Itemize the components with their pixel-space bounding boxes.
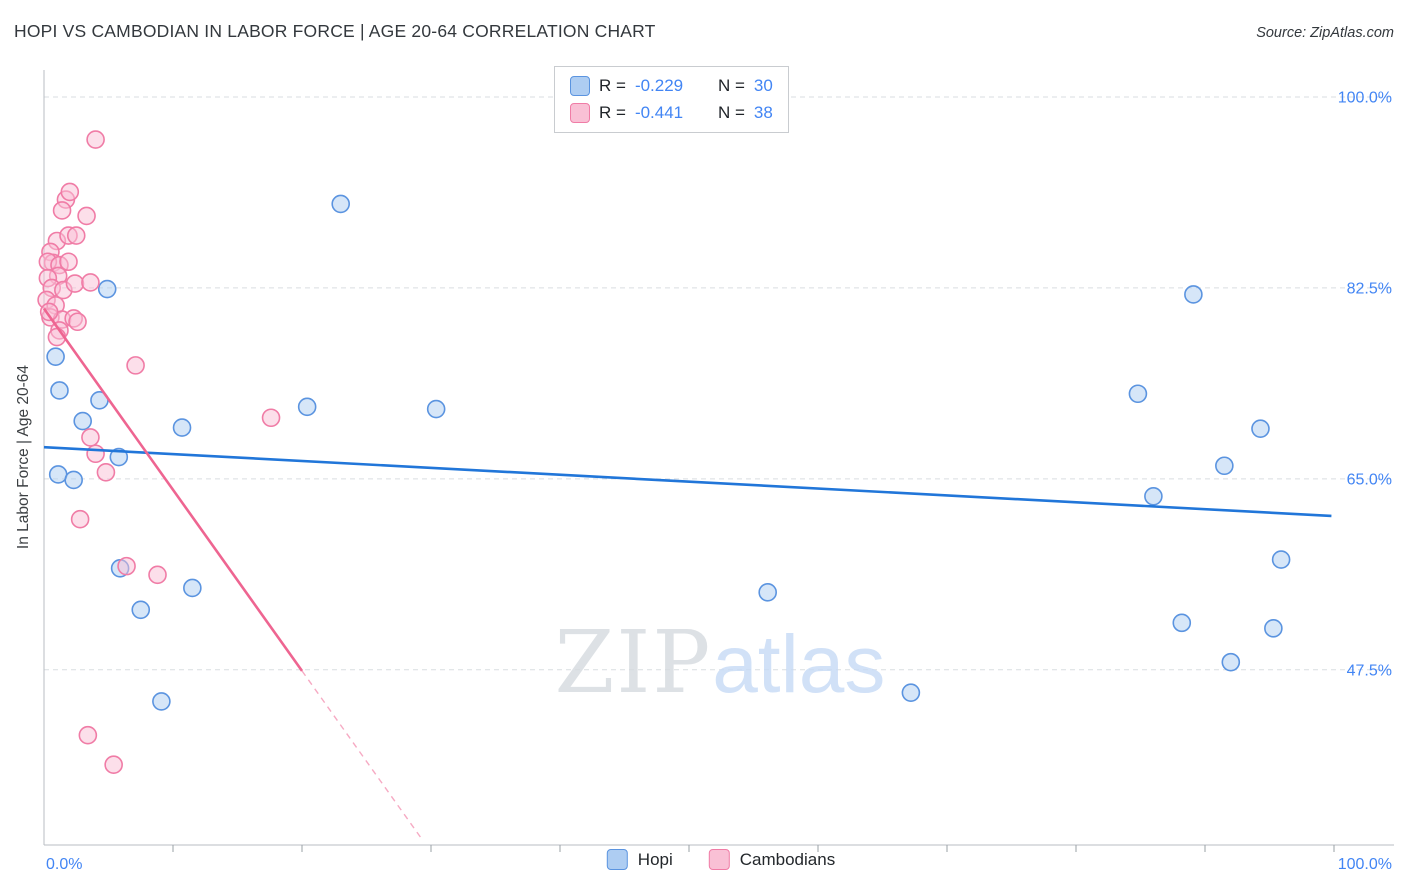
cambodian-point <box>65 274 85 293</box>
hopi-point <box>109 447 129 467</box>
y-axis-label: In Labor Force | Age 20-64 <box>15 364 32 550</box>
hopi-swatch <box>570 76 590 96</box>
cambodian-point <box>60 182 80 202</box>
hopi-point <box>758 583 777 602</box>
hopi-legend-label: Hopi <box>637 849 673 869</box>
x-max-label: 100.0% <box>1338 856 1392 873</box>
page-title: HOPI VS CAMBODIAN IN LABOR FORCE | AGE 2… <box>14 21 656 41</box>
cambodian-r-value: -0.441 <box>634 103 684 122</box>
cambodian-point <box>78 725 98 745</box>
cambodian-point <box>86 130 105 149</box>
legend-row-cambodians: R = -0.441 N = 38 <box>570 103 773 123</box>
cambodian-point <box>81 273 100 292</box>
hopi-point <box>1172 613 1192 633</box>
hopi-point <box>426 399 446 419</box>
cambodian-point <box>117 556 136 576</box>
hopi-point <box>1264 619 1283 638</box>
n-label: N = <box>717 76 745 95</box>
hopi-point <box>1251 419 1270 438</box>
cambodian-point <box>70 509 90 529</box>
hopi-point <box>1144 487 1163 506</box>
cambodian-point <box>77 206 96 226</box>
correlation-legend-box: R = -0.229 N = 30 R = -0.441 N = 38 <box>554 66 789 133</box>
cambodian-trend-line <box>42 307 304 672</box>
legend-row-hopi: R = -0.229 N = 30 <box>570 76 773 96</box>
hopi-point <box>1221 652 1241 672</box>
cambodian-point <box>86 444 105 464</box>
cambodian-point <box>81 428 100 447</box>
cambodian-trend-extension <box>301 670 424 842</box>
hopi-point <box>1184 285 1203 304</box>
source-link[interactable]: Source: ZipAtlas.com <box>1256 25 1394 41</box>
hopi-trend-line <box>43 445 1332 518</box>
cambodian-legend-label: Cambodians <box>739 849 836 869</box>
y-tick-label: 100.0% <box>1338 90 1392 107</box>
hopi-point <box>46 347 65 366</box>
n-label: N = <box>717 103 745 122</box>
cambodian-point <box>66 226 86 245</box>
r-label: R = <box>599 76 626 95</box>
y-tick-label: 47.5% <box>1347 662 1392 679</box>
hopi-point <box>1215 456 1234 476</box>
cambodian-swatch <box>570 103 590 123</box>
cambodian-point <box>126 356 145 375</box>
hopi-point <box>183 578 202 598</box>
cambodian-point <box>68 312 87 332</box>
x-min-label: 0.0% <box>46 856 82 873</box>
hopi-point <box>1128 384 1148 404</box>
hopi-point <box>1271 550 1291 569</box>
hopi-point <box>64 470 83 490</box>
hopi-point <box>131 600 151 620</box>
cambodian-point <box>39 302 59 322</box>
hopi-point <box>152 692 171 711</box>
hopi-point <box>297 397 317 417</box>
r-label: R = <box>599 103 626 122</box>
chart-legend: Hopi Cambodians <box>606 849 836 870</box>
cambodian-point <box>104 755 123 774</box>
cambodian-point <box>59 252 78 272</box>
cambodian-point <box>148 565 167 585</box>
hopi-point <box>73 411 92 431</box>
cambodian-n-value: 38 <box>753 103 773 122</box>
hopi-point <box>331 194 351 214</box>
y-tick-label: 65.0% <box>1347 471 1392 488</box>
hopi-n-value: 30 <box>753 76 773 95</box>
watermark: ZIPatlas <box>555 613 886 713</box>
cambodian-point <box>52 201 72 220</box>
hopi-point <box>48 465 68 484</box>
cambodian-point <box>96 463 116 482</box>
hopi-r-value: -0.229 <box>634 76 684 95</box>
cambodian-legend-swatch <box>708 849 730 870</box>
hopi-point <box>97 279 117 299</box>
cambodian-point <box>261 408 281 428</box>
hopi-point <box>901 683 921 702</box>
hopi-legend-swatch <box>606 849 628 870</box>
y-tick-label: 82.5% <box>1347 280 1392 297</box>
hopi-point <box>172 418 192 437</box>
hopi-point <box>50 381 69 400</box>
